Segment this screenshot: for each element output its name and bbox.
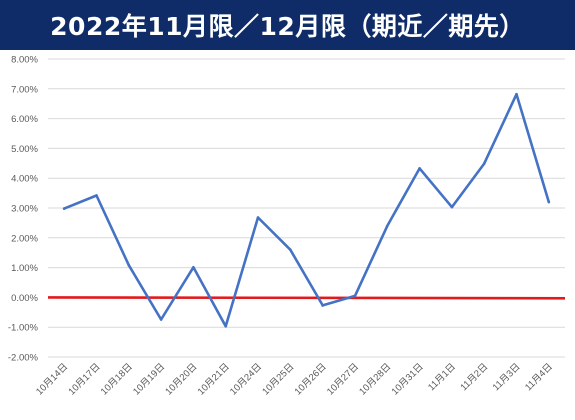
data-point	[353, 294, 357, 298]
y-tick-label: 4.00%	[11, 174, 38, 185]
data-point	[450, 205, 454, 209]
chart-title: 2022年11月限／12月限（期近／期先）	[0, 0, 575, 50]
y-tick-label: -1.00%	[8, 323, 39, 334]
x-tick-label: 10月19日	[131, 361, 167, 397]
x-tick-label: 10月31日	[390, 361, 426, 397]
series-line	[62, 92, 551, 328]
x-tick-label: 10月20日	[163, 361, 199, 397]
x-tick-label: 10月17日	[66, 361, 102, 397]
line-chart: -2.00% -1.00% 0.00% 1.00% 2.00% 3.00% 4.00% 5.0…	[8, 55, 566, 398]
data-point	[482, 162, 486, 165]
data-point	[127, 263, 131, 267]
y-tick-label: 5.00%	[11, 144, 38, 155]
data-point	[289, 248, 292, 252]
gridlines	[48, 58, 565, 358]
x-tick-label: 11月1日	[426, 361, 458, 393]
x-tick-label: 11月2日	[458, 361, 490, 393]
y-tick-label: 0.00%	[11, 293, 38, 304]
x-tick-label: 10月28日	[357, 361, 393, 397]
y-tick-label: 7.00%	[11, 84, 38, 95]
y-tick-label: 3.00%	[11, 204, 38, 215]
x-tick-label: 11月4日	[523, 361, 555, 393]
x-tick-label: 10月24日	[228, 361, 264, 397]
x-tick-label: 10月27日	[325, 361, 361, 397]
data-point	[547, 200, 551, 204]
data-point	[418, 167, 421, 170]
y-tick-label: -2.00%	[8, 353, 39, 364]
data-point	[159, 318, 163, 321]
y-tick-label: 2.00%	[11, 233, 38, 244]
data-point	[62, 207, 66, 210]
chart-area: -2.00% -1.00% 0.00% 1.00% 2.00% 3.00% 4.00% 5.0…	[0, 50, 575, 416]
series-layer	[62, 92, 551, 328]
x-tick-label: 10月25日	[260, 361, 296, 397]
x-axis-tick-labels: 10月14日10月17日10月18日10月19日10月20日10月21日10月2…	[34, 361, 555, 397]
data-point	[192, 266, 195, 269]
data-point	[95, 194, 98, 197]
y-axis-tick-labels: -2.00% -1.00% 0.00% 1.00% 2.00% 3.00% 4.00% 5.0…	[8, 55, 39, 364]
y-tick-label: 8.00%	[11, 55, 38, 66]
data-point	[385, 224, 389, 228]
y-tick-label: 6.00%	[11, 114, 38, 125]
zero-reference-line	[47, 296, 566, 300]
x-tick-label: 10月18日	[99, 361, 135, 397]
data-point	[224, 325, 228, 328]
data-point	[515, 92, 518, 96]
y-tick-label: 1.00%	[11, 263, 38, 274]
x-tick-label: 10月21日	[196, 361, 232, 397]
zero-reference-line-layer	[47, 296, 566, 300]
x-tick-label: 11月3日	[491, 361, 523, 393]
data-point	[256, 216, 260, 219]
x-tick-label: 10月14日	[34, 361, 70, 397]
data-point	[321, 304, 324, 307]
x-tick-label: 10月26日	[293, 361, 329, 397]
